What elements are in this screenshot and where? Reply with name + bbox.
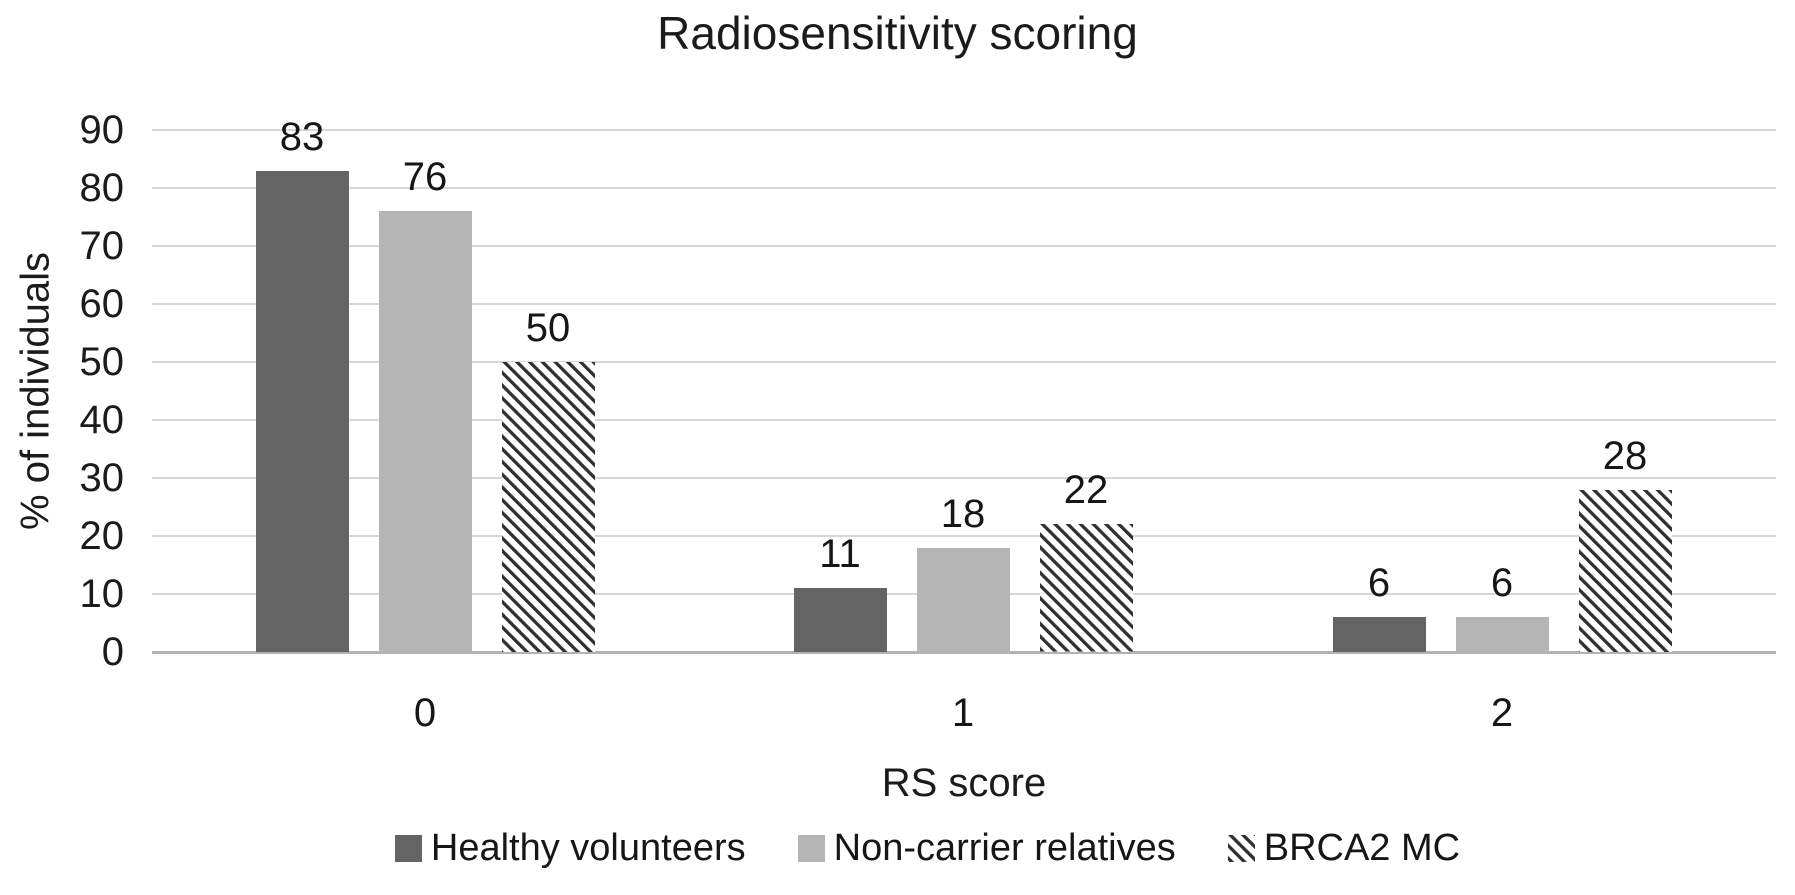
x-axis-title: RS score	[881, 761, 1047, 805]
bar-value-label: 83	[279, 114, 325, 159]
y-tick-label-50: 50	[79, 340, 125, 384]
gridline-y20	[152, 535, 1776, 538]
x-tick-label-1: 1	[951, 691, 975, 735]
gridline-y40	[152, 419, 1776, 422]
y-tick-label-70: 70	[79, 224, 125, 268]
bar-value-label: 6	[1367, 561, 1391, 606]
legend-color-swatch-icon	[394, 834, 422, 862]
bar-value-label: 76	[402, 155, 448, 200]
bar-non-carrier-relatives-rs1: 18	[916, 494, 1010, 652]
legend-label: BRCA2 MC	[1263, 827, 1461, 869]
bar-non-carrier-relatives-rs0: 76	[378, 157, 472, 652]
y-tick-label-80: 80	[79, 166, 125, 211]
y-tick-label-60: 60	[79, 282, 125, 327]
bar-value-label: 22	[1063, 468, 1109, 513]
diagonal-hatch-fill	[1578, 489, 1672, 652]
bar-group-rs2: 6 6 28	[1332, 130, 1672, 652]
plot-area: 0 10 20 30 40 50 60 70 80 90 83 76 50 0 11 18 22 1 6 6 28 2	[80, 110, 1776, 734]
bar-value-label: 18	[940, 491, 986, 536]
gridline-y30	[152, 477, 1776, 480]
legend-item-non-carrier-relatives: Non-carrier relatives	[797, 827, 1176, 869]
bar-brca2-mc-rs2: 28	[1578, 436, 1672, 652]
chart-title: Radiosensitivity scoring	[657, 7, 1138, 59]
bar-value-label: 6	[1490, 561, 1514, 606]
bar-value-label: 28	[1602, 433, 1648, 478]
legend-color-swatch-icon	[797, 834, 825, 862]
y-tick-label-90: 90	[79, 108, 125, 152]
y-tick-label-40: 40	[79, 398, 125, 443]
x-tick-label-2: 2	[1490, 691, 1514, 735]
bar-group-rs1: 11 18 22	[793, 130, 1133, 652]
bar-value-label: 50	[525, 306, 571, 350]
bar-non-carrier-relatives-rs2: 6	[1455, 563, 1549, 652]
x-tick-label-0: 0	[413, 691, 437, 735]
bar-brca2-mc-rs0: 50	[501, 308, 595, 652]
gridline-y90	[152, 129, 1776, 131]
gridline-y50	[152, 361, 1776, 363]
y-tick-label-0: 0	[101, 630, 124, 674]
bar-healthy-volunteers-rs0: 83	[255, 117, 349, 652]
bar-healthy-volunteers-rs1: 11	[793, 534, 887, 652]
gridline-y80	[152, 187, 1776, 190]
bar-healthy-volunteers-rs2: 6	[1332, 563, 1426, 652]
bar-brca2-mc-rs1: 22	[1039, 470, 1133, 652]
legend-item-brca2-mc: BRCA2 MC	[1227, 827, 1461, 869]
y-tick-label-20: 20	[79, 514, 125, 559]
diagonal-hatch-fill	[501, 362, 595, 652]
diagonal-hatch-fill	[1039, 524, 1133, 652]
legend-label: Healthy volunteers	[430, 827, 746, 869]
legend-hatch-swatch-icon	[1227, 834, 1255, 862]
legend-label: Non-carrier relatives	[833, 827, 1176, 869]
bar-group-rs0: 83 76 50	[255, 117, 595, 652]
legend: Healthy volunteers Non-carrier relatives B…	[60, 824, 1795, 872]
y-tick-label-30: 30	[79, 456, 125, 501]
legend-item-healthy-volunteers: Healthy volunteers	[394, 827, 746, 869]
bar-value-label: 11	[819, 532, 861, 577]
gridline-y60	[152, 303, 1776, 306]
y-tick-label-10: 10	[79, 572, 125, 617]
gridline-y70	[152, 245, 1776, 247]
x-axis-line	[152, 650, 1776, 654]
